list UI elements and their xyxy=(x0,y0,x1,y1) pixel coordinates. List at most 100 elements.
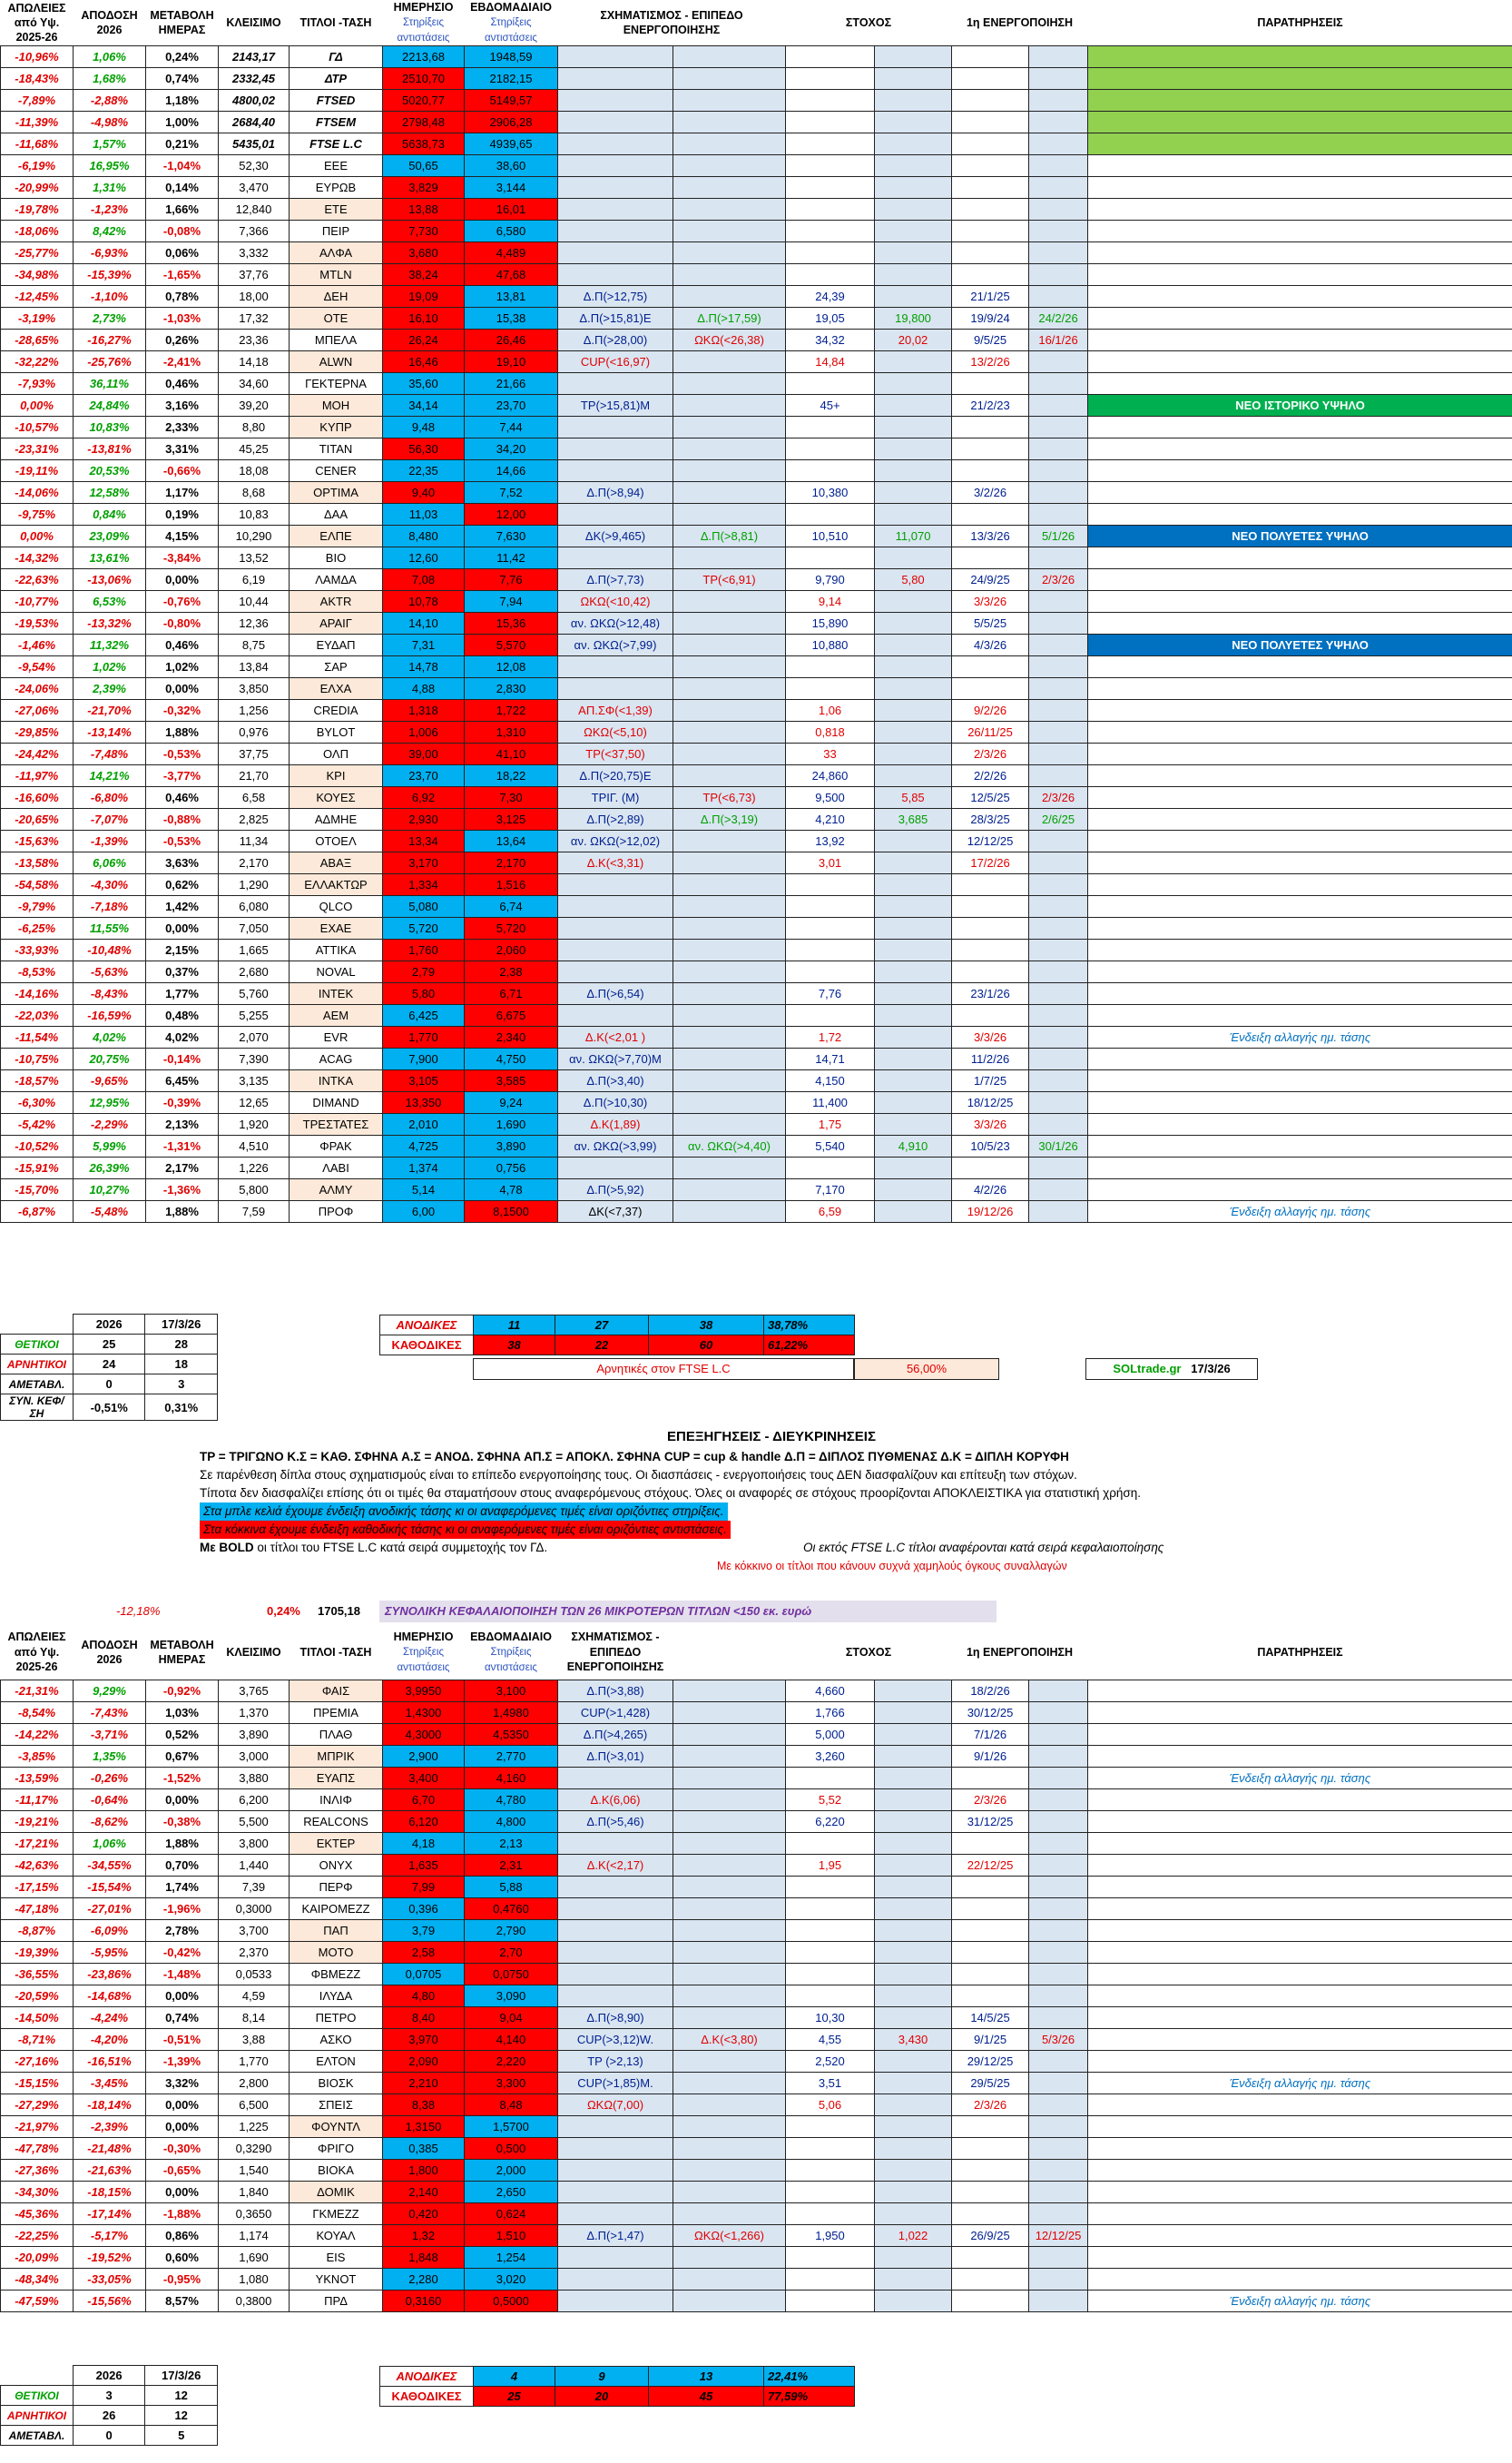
cell-weekly: 3,300 xyxy=(464,2071,558,2094)
cell-loss: -11,17% xyxy=(0,1788,74,1811)
cell-target: 7,76 xyxy=(785,982,876,1006)
cell-weekly: 8,48 xyxy=(464,2093,558,2116)
cell-pattern-2 xyxy=(672,89,787,113)
cell-close: 4,510 xyxy=(218,1135,290,1158)
cell-target-2 xyxy=(874,1157,953,1180)
cell-daily: 1,4300 xyxy=(382,1700,465,1724)
header2-pattern: ΣΧΗΜΑΤΙΣΜΟΣ - ΕΠΙΠΕΔΟ ΕΝΕΡΓΟΠΟΙΗΣΗΣ xyxy=(566,1631,664,1673)
cell-target: 45+ xyxy=(785,394,876,418)
cell-target-2 xyxy=(873,1875,953,1898)
cell-daily: 14,78 xyxy=(382,655,465,679)
cell-target-2 xyxy=(873,2245,953,2269)
cell-pattern-2 xyxy=(672,263,787,287)
cell-pattern-2 xyxy=(672,1091,787,1115)
cell-activation-2 xyxy=(1028,590,1089,614)
cell-pattern: CUP(>1,85)Μ. xyxy=(557,2071,673,2094)
cell-pattern-2 xyxy=(673,1984,786,2007)
table-row: -14,16% -8,43% 1,77% 5,760 INTEK 5,80 6,71 Δ.Π(… xyxy=(0,982,1512,1006)
cell-activation-2 xyxy=(1028,699,1089,723)
cell-pattern: Δ.Π(>3,40) xyxy=(557,1069,673,1093)
brand-box: SOLtrade.gr 17/3/26 xyxy=(1085,1358,1258,1380)
header2-loss: ΑΠΩΛΕΙΕΣ από Υψ. 2025-26 xyxy=(7,1631,66,1673)
cell-activation: 21/1/25 xyxy=(951,285,1030,309)
cell-daily: 2,090 xyxy=(382,2049,465,2073)
cell-pattern: Δ.Π(>28,00) xyxy=(557,329,673,352)
cell-target xyxy=(785,2289,875,2312)
cell-weekly: 2,70 xyxy=(464,1940,558,1964)
cell-target-2 xyxy=(873,2114,953,2138)
cell-target: 9,500 xyxy=(785,786,876,810)
stats-row: ΣΥΝ. ΚΕΦ/ΣΗ -0,51% 0,31% xyxy=(0,1394,218,1421)
cell-yield: -21,70% xyxy=(73,699,146,723)
cell-pattern-2 xyxy=(672,634,787,657)
cell-yield: 1,57% xyxy=(73,133,146,156)
cell-activation-2 xyxy=(1028,830,1089,853)
cell-daily: 2,79 xyxy=(382,961,465,984)
cell-pattern: Δ.Π(>10,30) xyxy=(557,1091,673,1115)
cell-change: 0,78% xyxy=(145,285,219,309)
cell-loss: -17,15% xyxy=(0,1875,74,1898)
table-row: -29,85% -13,14% 1,88% 0,976 BYLOT 1,006 1,310 Ω… xyxy=(0,721,1512,744)
cell-weekly: 4,5350 xyxy=(464,1722,558,1746)
cell-title: MTLN xyxy=(289,263,383,287)
cell-close: 0,3650 xyxy=(218,2202,290,2225)
cell-title: ΟΡΤΙΜΑ xyxy=(289,481,383,505)
table-row: -15,63% -1,39% -0,53% 11,34 ΟΤΟΕΛ 13,34 13,64 α… xyxy=(0,830,1512,853)
cell-activation xyxy=(951,1157,1030,1180)
cell-pattern xyxy=(557,111,673,134)
cell-daily: 0,0705 xyxy=(382,1962,465,1985)
cell-note xyxy=(1087,786,1512,810)
table-row: -47,59% -15,56% 8,57% 0,3800 ΠΡΔ 0,3160 0,5000… xyxy=(0,2289,1512,2312)
cell-daily: 22,35 xyxy=(382,459,465,483)
cell-pattern: TP(<37,50) xyxy=(557,743,673,766)
stats-row: ΑΜΕΤΑΒΛ. 0 3 xyxy=(0,1374,218,1394)
cell-yield: 24,84% xyxy=(73,394,146,418)
cell-title: ΦΟΥΝΤΛ xyxy=(289,2114,383,2138)
cell-activation-2 xyxy=(1028,1962,1089,1985)
table-row: -20,99% 1,31% 0,14% 3,470 ΕΥΡΩΒ 3,829 3,144 xyxy=(0,176,1512,200)
cell-weekly: 4,800 xyxy=(464,1809,558,1833)
cell-target xyxy=(785,1962,875,1985)
cell-target-2 xyxy=(874,895,953,919)
table-row: -3,85% 1,35% 0,67% 3,000 ΜΠΡΙΚ 2,900 2,770 Δ.Π(… xyxy=(0,1744,1512,1768)
cell-pattern xyxy=(557,1831,673,1855)
cell-target xyxy=(785,2136,875,2160)
cell-note xyxy=(1087,2114,1512,2138)
cell-target: 10,510 xyxy=(785,525,876,548)
cell-yield: 1,68% xyxy=(73,67,146,91)
cell-activation: 5/5/25 xyxy=(951,612,1030,635)
cell-pattern xyxy=(557,1984,673,2007)
cell-activation-2 xyxy=(1028,917,1089,941)
cell-close: 1,540 xyxy=(218,2158,290,2182)
cell-target-2 xyxy=(874,263,953,287)
cell-target xyxy=(785,1875,875,1898)
cell-weekly: 6,71 xyxy=(464,982,558,1006)
cell-weekly: 7,76 xyxy=(464,568,558,592)
cell-weekly: 13,81 xyxy=(464,285,558,309)
cell-activation-2 xyxy=(1028,1853,1089,1877)
cell-close: 13,84 xyxy=(218,655,290,679)
cell-close: 1,440 xyxy=(218,1853,290,1877)
cell-pattern: αν. ΩΚΩ(>12,48) xyxy=(557,612,673,635)
table-row: -11,54% 4,02% 4,02% 2,070 EVR 1,770 2,340 Δ.Κ(<… xyxy=(0,1026,1512,1049)
cell-change: 0,62% xyxy=(145,873,219,897)
cell-weekly: 1,4980 xyxy=(464,1700,558,1724)
table-row: -10,57% 10,83% 2,33% 8,80 ΚΥΠΡ 9,48 7,44 xyxy=(0,416,1512,439)
cell-target xyxy=(785,459,876,483)
cell-pattern-2 xyxy=(672,372,787,396)
cell-target-2 xyxy=(873,1809,953,1833)
cell-pattern-2 xyxy=(672,176,787,200)
cell-activation xyxy=(951,1897,1030,1920)
cell-close: 3,850 xyxy=(218,677,290,701)
cell-change: 0,06% xyxy=(145,241,219,265)
cell-title: ΚΟΥΕΣ xyxy=(289,786,383,810)
cell-title: ΑΕΜ xyxy=(289,1004,383,1028)
cell-close: 2,170 xyxy=(218,852,290,875)
cell-change: 1,17% xyxy=(145,481,219,505)
cell-title: ΔΟΜΙΚ xyxy=(289,2180,383,2203)
cell-yield: 20,75% xyxy=(73,1048,146,1071)
cell-activation-2 xyxy=(1028,1679,1089,1702)
cell-title: INTEK xyxy=(289,982,383,1006)
cell-pattern xyxy=(557,2245,673,2269)
cell-loss: -47,18% xyxy=(0,1897,74,1920)
